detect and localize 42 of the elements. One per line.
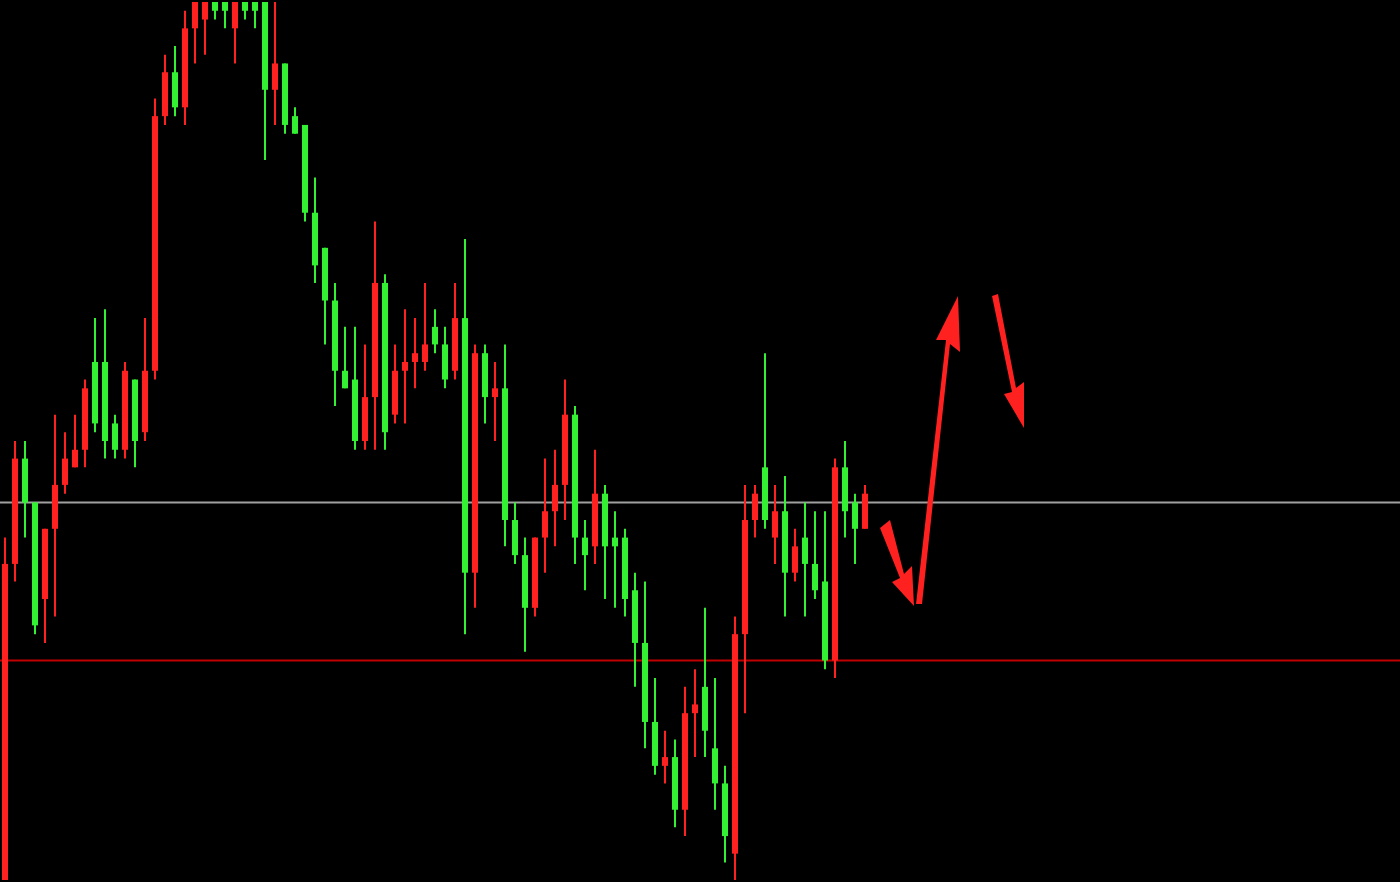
candlestick — [772, 483, 778, 565]
candlestick — [712, 677, 718, 811]
candlestick — [432, 308, 438, 355]
candlestick — [252, 1, 258, 30]
candlestick — [232, 1, 238, 65]
candlestick — [812, 510, 818, 601]
candlestick — [582, 519, 588, 592]
candlestick — [402, 308, 408, 425]
candlestick — [342, 325, 348, 390]
candlestick — [292, 106, 298, 135]
candlestick — [652, 677, 658, 776]
candlestick — [512, 501, 518, 565]
candlestick — [552, 448, 558, 548]
candlestick — [112, 413, 118, 460]
candlestick — [72, 413, 78, 469]
candlestick — [542, 457, 548, 574]
candlestick — [22, 440, 28, 539]
candlestick — [752, 483, 758, 539]
candlestick — [492, 360, 498, 442]
candlestick — [692, 668, 698, 759]
candlestick — [412, 317, 418, 390]
candlestick — [192, 1, 198, 65]
candlestick — [852, 492, 858, 565]
candlestick — [842, 440, 848, 539]
candlestick — [422, 281, 428, 372]
candlestick — [392, 343, 398, 425]
candlestick — [802, 501, 808, 618]
candlestick — [862, 483, 868, 530]
candlestick — [362, 343, 368, 451]
candlestick — [62, 431, 68, 495]
candlestick — [612, 510, 618, 609]
candlestick — [52, 413, 58, 618]
candlestick — [662, 729, 668, 785]
candlestick — [172, 44, 178, 118]
candlestick — [442, 325, 448, 390]
candlestick — [702, 606, 708, 759]
candlestick — [272, 1, 278, 126]
candlestick — [202, 1, 208, 56]
candlestick — [792, 527, 798, 583]
candlestick — [162, 53, 168, 126]
candlestick — [482, 343, 488, 425]
candlestick — [222, 1, 228, 30]
